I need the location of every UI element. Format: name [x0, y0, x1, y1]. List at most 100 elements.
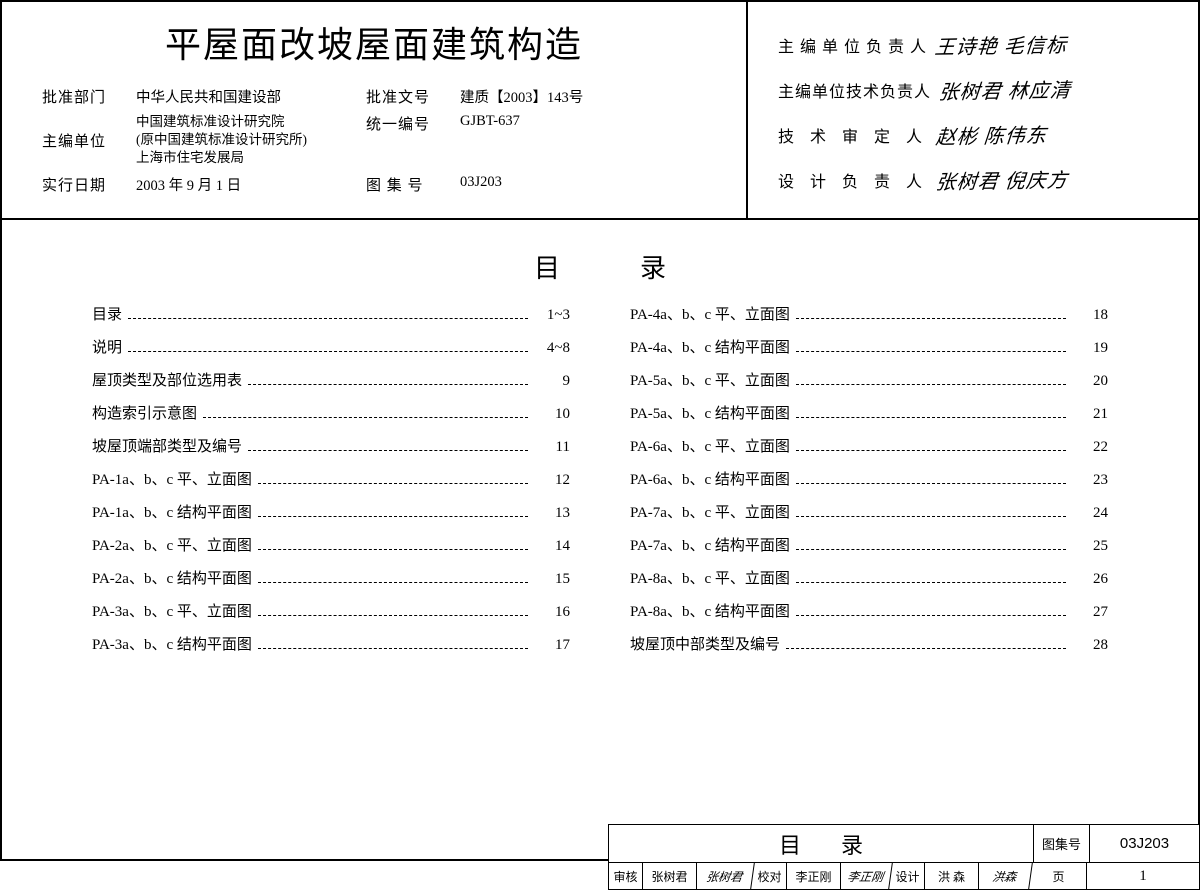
page-label: 页 [1031, 863, 1087, 889]
toc-entry-label: 说明 [92, 336, 122, 357]
unified-no: GJBT-637 [460, 113, 620, 130]
effective-date: 2003 年 9 月 1 日 [136, 174, 356, 195]
sig-value: 王诗艳 毛信标 [934, 29, 1069, 60]
toc-entry-page: 15 [534, 571, 570, 588]
sig-value: 赵彬 陈伟东 [935, 119, 1049, 150]
toc-entry-label: PA-5a、b、c 结构平面图 [630, 402, 790, 423]
check-name: 李正刚 [787, 863, 841, 889]
review-sig: 张树君 [695, 863, 755, 889]
toc-leader [128, 351, 528, 352]
design-sig: 洪森 [977, 863, 1033, 889]
toc-entry-label: PA-8a、b、c 平、立面图 [630, 567, 790, 588]
toc-leader [258, 516, 528, 517]
toc-entry-label: PA-6a、b、c 结构平面图 [630, 468, 790, 489]
toc-leader [796, 582, 1066, 583]
toc-entry-label: PA-6a、b、c 平、立面图 [630, 435, 790, 456]
info-grid: 批准部门 中华人民共和国建设部 批准文号 建质【2003】143号 主编单位 中… [42, 86, 706, 195]
toc-entry-page: 12 [534, 472, 570, 489]
toc-entry-page: 4~8 [534, 340, 570, 357]
sig-label: 主编单位技术负责人 [778, 78, 931, 102]
check-label: 校对 [753, 863, 787, 889]
toc-leader [258, 582, 528, 583]
toc-leader [796, 615, 1066, 616]
sig-value: 张树君 林应清 [938, 74, 1073, 105]
toc-entry-page: 21 [1072, 406, 1108, 423]
toc-row: 目录 1~3 [92, 303, 570, 324]
toc-row: PA-7a、b、c 平、立面图 24 [630, 501, 1108, 522]
toc-entry-label: PA-3a、b、c 平、立面图 [92, 600, 252, 621]
document-page: 平屋面改坡屋面建筑构造 批准部门 中华人民共和国建设部 批准文号 建质【2003… [0, 0, 1200, 861]
toc-leader [796, 384, 1066, 385]
toc-entry-label: PA-4a、b、c 结构平面图 [630, 336, 790, 357]
toc-row: PA-7a、b、c 结构平面图25 [630, 534, 1108, 555]
toc-row: PA-8a、b、c 平、立面图 26 [630, 567, 1108, 588]
toc-entry-label: PA-1a、b、c 结构平面图 [92, 501, 252, 522]
toc-entry-page: 11 [534, 439, 570, 456]
unified-no-label: 统一编号 [366, 113, 450, 134]
toc-entry-page: 13 [534, 505, 570, 522]
toc-leader [258, 549, 528, 550]
sig-row: 设 计 负 责 人 张树君 倪庆方 [778, 165, 1178, 194]
design-name: 洪 森 [925, 863, 979, 889]
toc-row: PA-5a、b、c 平、立面图20 [630, 369, 1108, 390]
toc-row: PA-1a、b、c 结构平面图 13 [92, 501, 570, 522]
toc-row: 坡屋顶端部类型及编号 11 [92, 435, 570, 456]
toc-entry-page: 27 [1072, 604, 1108, 621]
toc-entry-label: 构造索引示意图 [92, 402, 197, 423]
editor-org-label: 主编单位 [42, 130, 126, 151]
toc-entry-page: 16 [534, 604, 570, 621]
toc-row: PA-2a、b、c 结构平面图 15 [92, 567, 570, 588]
check-sig: 李正刚 [839, 863, 893, 889]
toc-row: 说明 4~8 [92, 336, 570, 357]
toc-columns: 目录 1~3 说明 4~8 屋顶类型及部位选用表9 构造索引示意图 10 坡屋顶端部类型及编号… [2, 303, 1198, 666]
toc-row: 屋顶类型及部位选用表9 [92, 369, 570, 390]
toc-row: PA-1a、b、c 平、立面图 12 [92, 468, 570, 489]
toc-entry-page: 17 [534, 637, 570, 654]
toc-entry-page: 1~3 [534, 307, 570, 324]
toc-entry-page: 10 [534, 406, 570, 423]
toc-entry-label: PA-2a、b、c 平、立面图 [92, 534, 252, 555]
toc-entry-page: 18 [1072, 307, 1108, 324]
review-name: 张树君 [643, 863, 697, 889]
editor-org: 中国建筑标准设计研究院 (原中国建筑标准设计研究所) 上海市住宅发展局 [136, 113, 356, 168]
toc-leader [796, 417, 1066, 418]
page-number: 1 [1087, 863, 1199, 889]
toc-leader [796, 483, 1066, 484]
toc-entry-page: 25 [1072, 538, 1108, 555]
toc-entry-label: 目录 [92, 303, 122, 324]
toc-section: 目录 目录 1~3 说明 4~8 屋顶类型及部位选用表9 构造索引示意图 10 坡屋顶端部类型… [2, 248, 1198, 888]
toc-entry-label: PA-1a、b、c 平、立面图 [92, 468, 252, 489]
sig-row: 主编单位技术负责人 张树君 林应清 [778, 75, 1178, 104]
toc-entry-label: PA-4a、b、c 平、立面图 [630, 303, 790, 324]
toc-entry-label: PA-2a、b、c 结构平面图 [92, 567, 252, 588]
toc-entry-page: 24 [1072, 505, 1108, 522]
toc-leader [796, 450, 1066, 451]
toc-entry-page: 28 [1072, 637, 1108, 654]
sig-row: 技 术 审 定 人 赵彬 陈伟东 [778, 120, 1178, 149]
toc-row: PA-3a、b、c 结构平面图 17 [92, 633, 570, 654]
toc-leader [796, 318, 1066, 319]
toc-row: 构造索引示意图 10 [92, 402, 570, 423]
toc-leader [258, 648, 528, 649]
toc-leader [796, 549, 1066, 550]
toc-entry-label: 坡屋顶端部类型及编号 [92, 435, 242, 456]
toc-column-right: PA-4a、b、c 平、立面图18PA-4a、b、c 结构平面图19PA-5a、… [600, 303, 1138, 666]
title-info-block: 平屋面改坡屋面建筑构造 批准部门 中华人民共和国建设部 批准文号 建质【2003… [2, 2, 748, 218]
toc-entry-page: 26 [1072, 571, 1108, 588]
toc-entry-page: 23 [1072, 472, 1108, 489]
toc-row: PA-5a、b、c 结构平面图 21 [630, 402, 1108, 423]
sig-label: 技 术 审 定 人 [778, 123, 928, 147]
sig-value: 张树君 倪庆方 [935, 164, 1070, 195]
toc-entry-label: PA-7a、b、c 平、立面图 [630, 501, 790, 522]
toc-leader [128, 318, 528, 319]
toc-leader [248, 450, 528, 451]
toc-leader [203, 417, 528, 418]
toc-entry-page: 9 [534, 373, 570, 390]
toc-entry-label: PA-8a、b、c 结构平面图 [630, 600, 790, 621]
set-no-label: 图 集 号 [366, 174, 450, 195]
sig-label: 设 计 负 责 人 [778, 168, 928, 192]
toc-entry-label: PA-3a、b、c 结构平面图 [92, 633, 252, 654]
footer-bottom-row: 审核 张树君 张树君 校对 李正刚 李正刚 设计 洪 森 洪森 页 1 [609, 863, 1199, 889]
effective-label: 实行日期 [42, 174, 126, 195]
toc-leader [786, 648, 1066, 649]
